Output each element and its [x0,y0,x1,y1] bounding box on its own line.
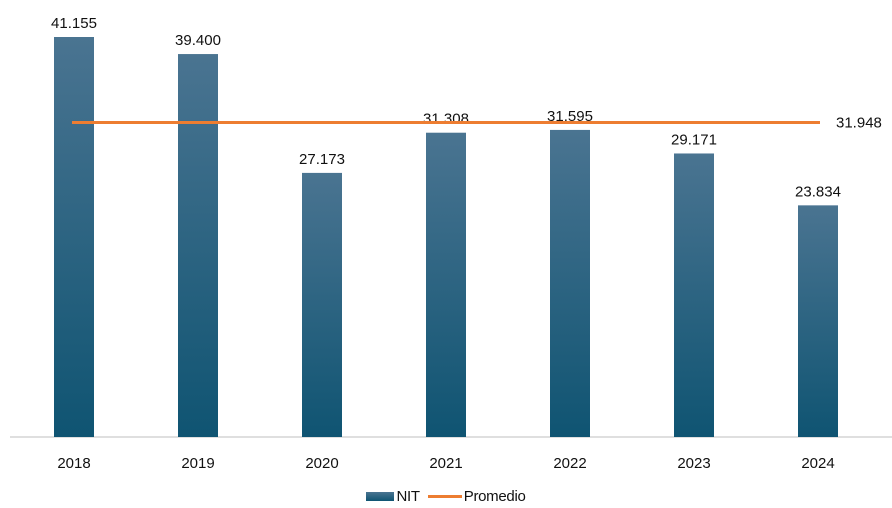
legend-label-promedio: Promedio [463,488,526,505]
bar-2021 [426,132,466,437]
legend-label-nit: NIT [396,488,420,505]
bar-2019 [178,54,218,437]
legend-swatch-promedio [427,495,462,498]
legend-item-promedio: Promedio [420,488,526,505]
average-label: 31.948 [836,114,882,131]
data-label-2024: 23.834 [795,183,841,200]
bar-2024 [798,205,838,437]
legend: NIT Promedio [0,488,892,505]
x-tick-label-2020: 2020 [305,455,338,472]
data-label-2023: 29.171 [671,131,717,148]
data-label-2020: 27.173 [299,151,345,168]
data-label-2021: 31.308 [423,111,469,128]
legend-item-nit: NIT [366,488,420,505]
x-tick-label-2019: 2019 [181,455,214,472]
x-tick-label-2024: 2024 [801,455,834,472]
x-tick-label-2023: 2023 [677,455,710,472]
data-label-2019: 39.400 [175,32,221,49]
data-label-2022: 31.595 [547,108,593,125]
x-tick-label-2021: 2021 [429,455,462,472]
bar-2020 [302,172,342,437]
bar-2018 [54,37,94,437]
x-tick-label-2018: 2018 [57,455,90,472]
bar-2022 [550,129,590,437]
data-label-2018: 41.155 [51,15,97,32]
x-tick-label-2022: 2022 [553,455,586,472]
legend-swatch-nit [366,492,395,501]
bar-2023 [674,153,714,437]
